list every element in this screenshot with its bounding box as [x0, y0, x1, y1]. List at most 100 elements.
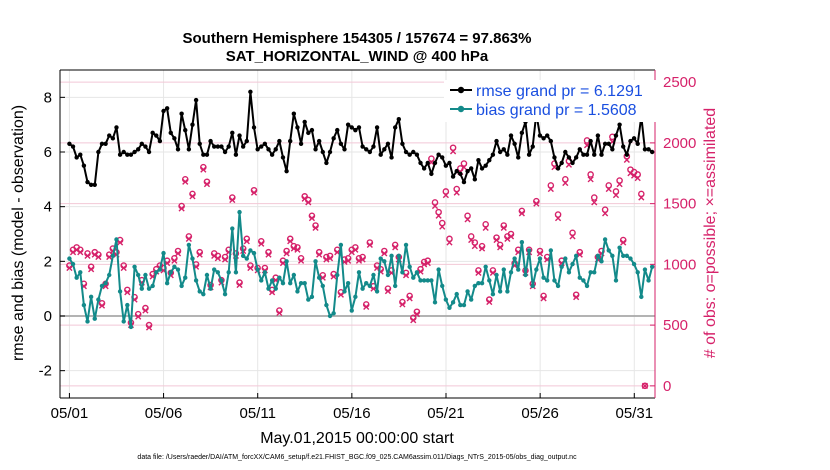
obs-assimilated-point [627, 170, 634, 177]
bias-point [324, 302, 329, 308]
bias-point [316, 275, 322, 280]
obs-possible-point [449, 144, 457, 152]
rmse-point [414, 152, 420, 157]
bias-point [345, 281, 351, 286]
rmse-point [81, 163, 87, 168]
rmse-point [251, 125, 257, 130]
x-tick-label: 05/01 [51, 405, 89, 422]
obs-assimilated-point [435, 212, 442, 219]
rmse-point [150, 130, 155, 136]
rmse-point [356, 125, 362, 130]
bias-point [414, 270, 420, 275]
obs-possible-point [460, 160, 468, 167]
rmse-point [364, 147, 369, 152]
rmse-point [403, 149, 409, 155]
bias-point [201, 291, 206, 297]
bias-point [530, 283, 535, 289]
bias-point [353, 294, 358, 300]
obs-assimilated-point [142, 307, 149, 314]
x-tick-label: 05/21 [427, 405, 465, 422]
obs-assimilated-point [536, 250, 544, 257]
rmse-point [70, 144, 76, 149]
obs-possible-point [464, 212, 471, 220]
rmse-point [135, 147, 141, 152]
rmse-point [617, 122, 622, 127]
bias-point [219, 278, 224, 283]
rmse-point [288, 138, 293, 144]
rmse-point [132, 149, 137, 155]
obs-possible-point [547, 182, 555, 189]
legend-rmse-label: rmse grand pr = 6.1291 [476, 83, 643, 100]
bias-point [284, 259, 289, 264]
rmse-point [421, 166, 427, 171]
obs-assimilated-point [66, 264, 73, 272]
rmse-point [284, 168, 289, 174]
bias-point [262, 270, 268, 275]
obs-assimilated-point [290, 245, 297, 252]
obs-assimilated-point [612, 192, 620, 199]
bias-point [78, 270, 83, 275]
bias-point [186, 242, 192, 248]
rmse-point [280, 155, 286, 160]
obs-assimilated-point [91, 251, 98, 258]
rmse-point [244, 138, 249, 144]
chart-title: Southern Hemisphere 154305 / 157674 = 97… [183, 30, 532, 47]
bias-point [443, 297, 449, 302]
bias-point [436, 267, 441, 272]
rmse-point [635, 141, 640, 146]
rmse-point [487, 158, 492, 163]
rmse-point [479, 166, 485, 171]
obs-assimilated-point [287, 238, 294, 245]
bias-point [592, 270, 597, 275]
obs-assimilated-point [265, 251, 272, 258]
rmse-point [588, 138, 593, 144]
obs-assimilated-point [493, 236, 500, 244]
bias-point [523, 272, 528, 278]
bias-point [237, 209, 242, 215]
bias-point [190, 256, 195, 261]
obs-possible-point [612, 188, 620, 195]
bias-point [338, 242, 344, 248]
obs-assimilated-point [482, 224, 489, 232]
bias-point [331, 311, 336, 316]
rmse-point [78, 152, 83, 157]
rmse-point [613, 133, 619, 138]
rmse-point [436, 152, 441, 157]
rmse-point [443, 163, 449, 168]
rmse-point [99, 141, 105, 146]
obs-possible-point [453, 185, 461, 193]
legend-bias-marker [457, 105, 465, 113]
bias-point [259, 278, 264, 283]
rmse-point [595, 133, 601, 138]
bias-point [121, 319, 126, 324]
rmse-point [642, 147, 648, 152]
bias-point [146, 286, 152, 291]
bias-point [566, 270, 572, 275]
rmse-point [298, 141, 304, 146]
bias-point [251, 250, 257, 256]
rmse-point [490, 152, 496, 157]
bias-point [374, 289, 380, 294]
x-tick-label: 05/06 [145, 405, 183, 422]
rmse-point [291, 111, 297, 116]
rmse-point [392, 125, 398, 130]
bias-point [577, 275, 582, 280]
bias-point [371, 272, 376, 278]
bias-point [519, 240, 525, 245]
obs-possible-point [638, 190, 645, 198]
rmse-point [440, 155, 445, 160]
obs-assimilated-point [464, 216, 471, 223]
obs-assimilated-point [381, 250, 388, 257]
bias-point [421, 278, 427, 283]
obs-assimilated-point [326, 255, 334, 262]
obs-assimilated-point [562, 179, 569, 187]
y-tick-label: 4 [44, 199, 52, 216]
obs-assimilated-point [200, 166, 207, 173]
bias-point [570, 261, 575, 267]
rmse-point [631, 136, 637, 141]
bias-point [595, 253, 601, 259]
obs-assimilated-point [384, 288, 392, 295]
rmse-point [516, 155, 521, 160]
obs-assimilated-point [276, 309, 283, 317]
